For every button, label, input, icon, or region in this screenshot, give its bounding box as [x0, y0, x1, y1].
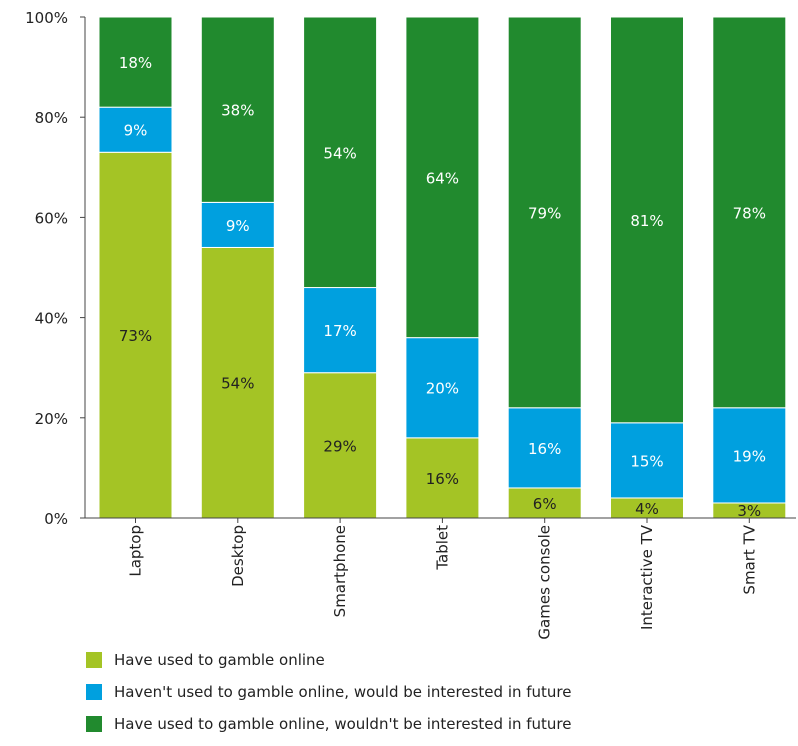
bar-value-label: 4% — [635, 500, 659, 518]
y-tick-label: 20% — [35, 410, 68, 428]
bar-value-label: 6% — [533, 495, 557, 513]
bar-value-label: 20% — [426, 380, 459, 398]
bar-value-label: 54% — [323, 144, 356, 162]
bar-value-label: 78% — [733, 204, 766, 222]
y-tick-label: 60% — [35, 209, 68, 227]
legend-item-used: Have used to gamble online — [86, 650, 572, 670]
bar-value-label: 19% — [733, 447, 766, 465]
bar-value-label: 9% — [226, 217, 250, 235]
bar-segment — [200, 246, 275, 519]
bar-segment — [98, 106, 173, 153]
bar-segment — [98, 151, 173, 519]
bar-value-label: 79% — [528, 204, 561, 222]
stacked-bar-chart: 73% 9% 18% 54% 9% 38% 29% 17% 54% 16% 20% 64% 6% 16% 7… — [25, 9, 796, 640]
bar-segment — [200, 16, 275, 203]
bar-segment — [610, 16, 684, 424]
bar-segment — [610, 422, 684, 499]
bar-value-label: 9% — [124, 122, 148, 140]
bar-segment — [712, 16, 787, 409]
bar-labels-group: 73% 9% 18% 54% 9% 38% 29% 17% 54% 16% 20% 64% 6% 16% 7… — [119, 54, 766, 520]
bar-value-label: 16% — [528, 440, 561, 458]
bar-value-label: 18% — [119, 54, 152, 72]
legend-item-used-not-interested: Have used to gamble online, wouldn't be … — [86, 714, 572, 734]
legend-item-not-used-interested: Haven't used to gamble online, would be … — [86, 682, 572, 702]
legend-label-used-not-interested: Have used to gamble online, wouldn't be … — [114, 715, 572, 733]
x-labels-group: Laptop Desktop Smartphone Tablet Games conso… — [127, 518, 758, 640]
x-tick-label: Laptop — [127, 525, 145, 577]
bar-segment — [405, 437, 480, 519]
legend-label-not-used-interested: Haven't used to gamble online, would be … — [114, 683, 572, 701]
bar-segment — [303, 287, 378, 374]
y-tick-label: 0% — [44, 510, 68, 528]
bar-value-label: 64% — [426, 169, 459, 187]
bar-value-label: 16% — [426, 470, 459, 488]
legend-swatch-not-used-interested — [86, 684, 102, 700]
legend: Have used to gamble online Haven't used … — [86, 650, 572, 746]
bar-value-label: 73% — [119, 327, 152, 345]
bar-value-label: 81% — [630, 212, 663, 230]
y-ticks-group: 0% 20% 40% 60% 80% 100% — [25, 9, 85, 528]
bar-value-label: 38% — [221, 102, 254, 120]
bar-segment — [200, 201, 275, 248]
y-tick-label: 100% — [25, 9, 68, 27]
y-tick-label: 80% — [35, 109, 68, 127]
bar-value-label: 17% — [323, 322, 356, 340]
x-tick-label: Smart TV — [740, 524, 758, 594]
bars-group — [98, 16, 787, 519]
bar-value-label: 15% — [630, 452, 663, 470]
bar-segment — [507, 16, 582, 409]
legend-swatch-used — [86, 652, 102, 668]
bar-value-label: 54% — [221, 375, 254, 393]
x-tick-label: Interactive TV — [638, 524, 656, 630]
bar-value-label: 29% — [323, 437, 356, 455]
bar-segment — [303, 16, 378, 289]
x-tick-label: Games console — [536, 525, 554, 640]
bar-value-label: 3% — [737, 502, 761, 520]
x-tick-label: Smartphone — [331, 525, 349, 617]
legend-swatch-used-not-interested — [86, 716, 102, 732]
bar-segment — [405, 337, 480, 439]
bar-segment — [98, 16, 173, 108]
y-tick-label: 40% — [35, 310, 68, 328]
x-tick-label: Tablet — [433, 525, 451, 571]
bar-segment — [405, 16, 480, 339]
legend-label-used: Have used to gamble online — [114, 651, 325, 669]
x-tick-label: Desktop — [229, 525, 247, 587]
